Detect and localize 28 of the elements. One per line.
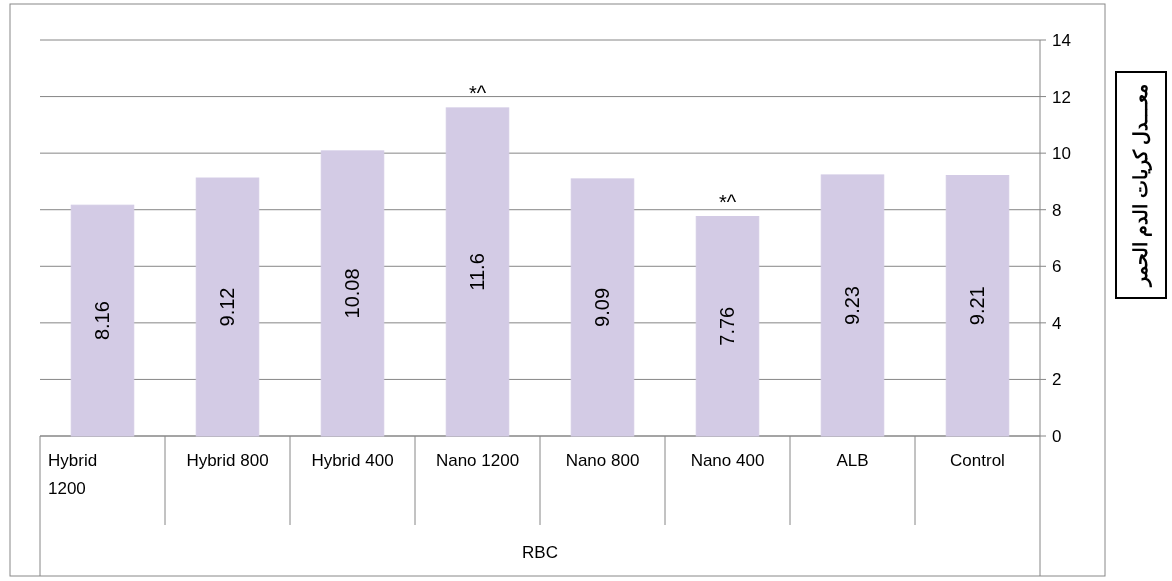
- y-tick-label: 8: [1052, 200, 1062, 220]
- y-tick-label: 6: [1052, 257, 1062, 277]
- data-label: 11.6: [466, 253, 489, 291]
- y-tick-label: 4: [1052, 313, 1062, 333]
- y-tick-label: 0: [1052, 427, 1062, 446]
- y-tick-label: 10: [1052, 144, 1071, 164]
- x-axis-title: RBC: [522, 543, 558, 562]
- x-tick-label: Nano 400: [690, 451, 765, 470]
- annotation: *^: [718, 190, 737, 213]
- data-label: 7.76: [716, 306, 739, 346]
- annotation: *^: [468, 81, 487, 104]
- data-label: 9.09: [591, 287, 614, 327]
- x-tick-label: Hybrid 400: [311, 451, 394, 470]
- data-label: 9.12: [216, 287, 239, 327]
- data-label: 9.21: [966, 286, 989, 326]
- data-label: 9.23: [841, 285, 864, 325]
- x-tick-label: Control: [950, 451, 1005, 470]
- x-tick-label: Nano 800: [565, 451, 640, 470]
- x-tick-label: Nano 1200: [435, 451, 520, 470]
- y-tick-label: 14: [1052, 31, 1071, 50]
- y-tick-label: 12: [1052, 87, 1071, 107]
- data-label: 10.08: [341, 268, 364, 319]
- data-label: 8.16: [91, 301, 114, 341]
- x-tick-label: Hybrid 800: [186, 451, 269, 470]
- y-axis-title: معـــدل كريات الدم الحمر: [1130, 84, 1152, 288]
- y-tick-label: 2: [1052, 370, 1062, 390]
- x-tick-label: ALB: [836, 451, 869, 470]
- x-tick-label: Hybrid 1200: [48, 451, 98, 498]
